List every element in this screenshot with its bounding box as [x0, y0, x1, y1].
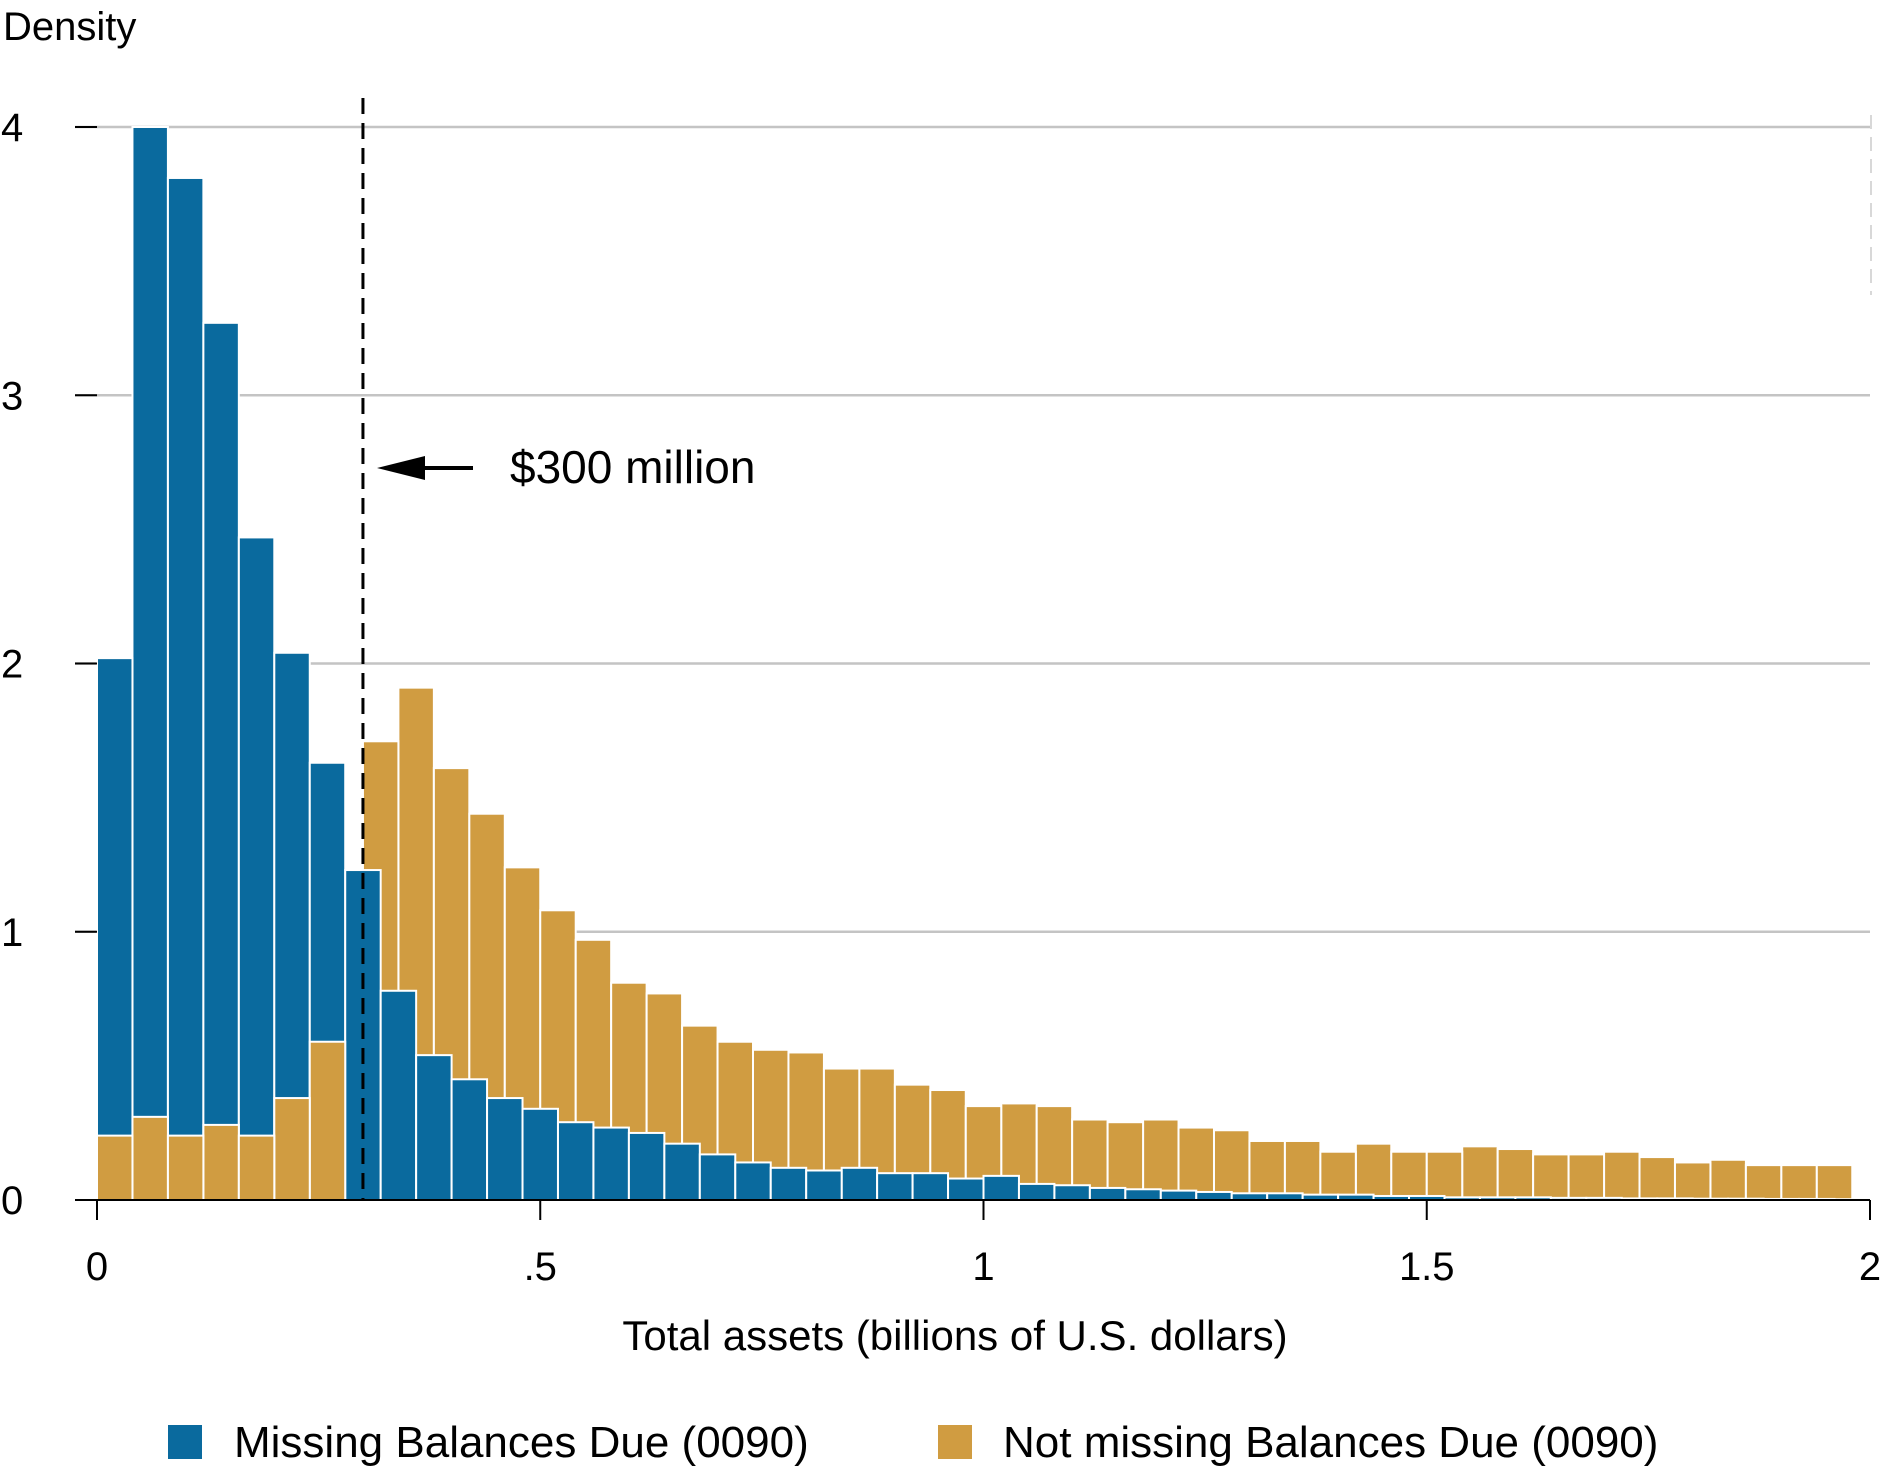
bar-missing [663, 1142, 701, 1201]
y-tick-label: 3 [1, 374, 23, 418]
bar-missing [131, 126, 169, 1201]
bar-not-missing [1177, 1126, 1215, 1202]
bar-missing [379, 989, 418, 1202]
arrowhead-icon [377, 456, 425, 480]
bar-not-missing [1319, 1150, 1357, 1201]
bar-missing [450, 1078, 489, 1201]
bar-not-missing [202, 1123, 240, 1202]
bar-missing [592, 1126, 630, 1202]
bar-not-missing [308, 1040, 347, 1202]
bar-missing [1266, 1192, 1304, 1201]
bar-missing [698, 1153, 737, 1201]
bar-not-missing [273, 1097, 311, 1201]
bar-not-missing [1673, 1161, 1712, 1201]
bar-missing [202, 321, 240, 1201]
bar-missing [982, 1174, 1020, 1202]
bar-missing [237, 536, 276, 1201]
bar-missing [1017, 1182, 1056, 1202]
legend-swatch-missing [168, 1425, 202, 1459]
threshold-annotation: $300 million [361, 98, 755, 1200]
legend-swatch-not-missing [938, 1425, 972, 1459]
legend-label-not-missing: Not missing Balances Due (0090) [1003, 1418, 1658, 1467]
bar-not-missing [1603, 1150, 1641, 1201]
bar-not-missing [1354, 1142, 1393, 1201]
bar-missing [734, 1161, 772, 1201]
bar-missing [1124, 1188, 1162, 1202]
bar-not-missing [1142, 1118, 1180, 1202]
y-axis-label: Density [3, 5, 136, 49]
bar-missing [486, 1097, 524, 1201]
y-tick-label: 0 [1, 1179, 23, 1223]
bar-missing [1230, 1192, 1269, 1201]
bar-not-missing [1709, 1158, 1747, 1201]
bar-not-missing [96, 1134, 134, 1201]
legend: Missing Balances Due (0090) Not missing … [168, 1418, 1658, 1467]
legend-label-missing: Missing Balances Due (0090) [234, 1418, 809, 1467]
bar-missing [1088, 1186, 1127, 1201]
bar-missing [1053, 1184, 1091, 1201]
y-tick-label: 1 [1, 911, 23, 955]
bar-missing [1159, 1189, 1198, 1201]
bars [96, 126, 1872, 1202]
x-tick-label: .5 [524, 1245, 557, 1289]
axes: 0 1 2 3 4 0 .5 1 1.5 2 [1, 106, 1881, 1289]
bar-not-missing [1638, 1156, 1676, 1201]
bar-missing [805, 1169, 843, 1202]
bar-not-missing [1815, 1164, 1854, 1201]
threshold-label: $300 million [510, 441, 755, 493]
bar-not-missing [1744, 1164, 1783, 1201]
x-tick-label: 2 [1859, 1245, 1881, 1289]
bar-missing [556, 1121, 595, 1202]
bar-not-missing [1496, 1148, 1535, 1201]
bar-not-missing [1425, 1150, 1464, 1201]
bar-not-missing [1532, 1153, 1570, 1201]
y-tick-label: 4 [1, 106, 23, 150]
bar-missing [876, 1172, 914, 1202]
bar-missing [521, 1107, 559, 1202]
bar-missing [166, 176, 205, 1201]
x-tick-label: 1.5 [1399, 1245, 1455, 1289]
bar-missing [1195, 1190, 1233, 1202]
x-axis-label: Total assets (billions of U.S. dollars) [622, 1312, 1287, 1359]
bar-missing [947, 1177, 985, 1202]
bar-not-missing [1248, 1139, 1286, 1201]
bar-not-missing [1567, 1153, 1606, 1201]
bar-not-missing [1780, 1164, 1818, 1201]
bar-not-missing [1283, 1139, 1322, 1201]
bar-missing [96, 657, 134, 1201]
bar-missing [840, 1166, 879, 1202]
bar-not-missing [166, 1134, 205, 1201]
bar-not-missing [1390, 1150, 1428, 1201]
bar-not-missing [1461, 1145, 1499, 1201]
bar-not-missing [237, 1134, 276, 1201]
y-tick-label: 2 [1, 643, 23, 687]
bar-not-missing [131, 1115, 169, 1202]
bar-not-missing [1212, 1129, 1251, 1202]
bar-missing [769, 1166, 808, 1202]
x-tick-label: 1 [972, 1245, 994, 1289]
bar-missing [911, 1172, 950, 1202]
x-tick-label: 0 [86, 1245, 108, 1289]
grid-lines [75, 115, 1872, 933]
bar-missing [627, 1131, 666, 1201]
bar-missing [415, 1054, 453, 1202]
